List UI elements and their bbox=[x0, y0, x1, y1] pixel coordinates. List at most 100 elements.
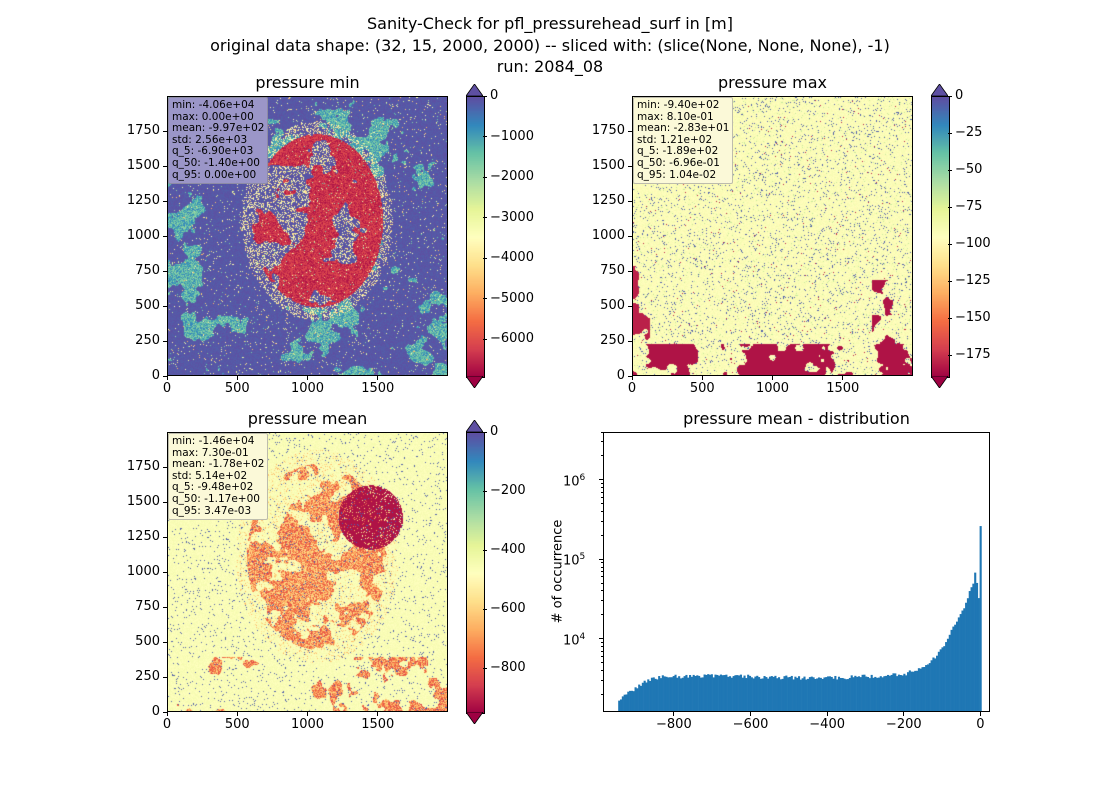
pressure-max-stats-line: min: -9.40e+02 bbox=[637, 99, 720, 111]
pressure-max-colorbar-tick-label: −100 bbox=[955, 236, 991, 252]
pressure-mean-ytick-label: 1250 bbox=[126, 529, 160, 544]
pressure-mean-distribution-bar bbox=[687, 677, 690, 711]
pressure-mean-distribution-bar bbox=[856, 676, 859, 711]
pressure-mean-distribution-bar bbox=[758, 677, 761, 711]
pressure-min-stats-line: q_50: -1.40e+00 bbox=[172, 156, 260, 169]
pressure-max-colorbar-tick-mark bbox=[948, 354, 952, 356]
pressure-mean-distribution-bar bbox=[716, 674, 719, 711]
pressure-mean-stats-line: std: 5.14e+02 bbox=[172, 469, 248, 482]
pressure-mean-distribution-bar bbox=[630, 690, 634, 711]
pressure-mean-distribution-ytick-minor bbox=[601, 669, 603, 671]
pressure-mean-distribution-bar bbox=[727, 676, 730, 711]
pressure-mean-ytick-mark bbox=[163, 711, 167, 713]
pressure-min-ytick-label: 250 bbox=[135, 333, 160, 348]
pressure-mean-colorbar-tick-mark bbox=[483, 431, 487, 433]
pressure-mean-distribution-bar bbox=[834, 675, 837, 711]
pressure-mean-distribution-ytick-minor bbox=[601, 520, 603, 522]
pressure-mean-distribution-bar bbox=[665, 676, 668, 711]
pressure-mean-distribution-bar bbox=[914, 670, 917, 711]
pressure-mean-distribution-ytick-minor bbox=[601, 662, 603, 664]
pressure-mean-distribution-ytick-label: 105 bbox=[563, 550, 585, 568]
pressure-mean-distribution-bar bbox=[975, 582, 979, 711]
pressure-mean-distribution-bar bbox=[839, 677, 842, 711]
pressure-mean-ytick-label: 1500 bbox=[126, 494, 160, 509]
pressure-mean-distribution-bar bbox=[886, 674, 890, 711]
pressure-max-ytick-label: 1500 bbox=[591, 158, 625, 173]
pressure-max-ytick-mark bbox=[628, 200, 632, 202]
pressure-mean-distribution-bar bbox=[852, 677, 855, 711]
pressure-mean-ytick-mark bbox=[163, 641, 167, 643]
pressure-mean-stats-line: mean: -1.78e+02 bbox=[172, 458, 265, 471]
pressure-mean-distribution-bar bbox=[890, 674, 893, 711]
pressure-mean-distribution-bar bbox=[683, 676, 686, 711]
pressure-mean-distribution-bar bbox=[723, 675, 726, 711]
pressure-mean-distribution-ylabel: # of occurrence bbox=[550, 519, 566, 624]
pressure-mean-distribution-ytick-minor bbox=[601, 655, 603, 657]
pressure-mean-distribution-bar bbox=[781, 678, 784, 711]
pressure-mean-colorbar-min-arrow bbox=[466, 712, 483, 724]
pressure-mean-distribution-ytick-minor bbox=[601, 510, 603, 512]
pressure-max-colorbar-tick-mark bbox=[948, 169, 952, 171]
pressure-mean-distribution-ytick-minor bbox=[601, 496, 603, 498]
pressure-mean-distribution-bar bbox=[750, 677, 753, 711]
pressure-mean-distribution-xtick-mark bbox=[826, 712, 828, 716]
pressure-mean-distribution-bar bbox=[803, 676, 806, 711]
pressure-min-colorbar-tick-mark bbox=[483, 176, 487, 178]
pressure-mean-distribution-bar bbox=[921, 667, 924, 711]
pressure-mean-ytick-label: 0 bbox=[151, 704, 160, 719]
pressure-mean-xtick-label: 1500 bbox=[361, 717, 395, 732]
pressure-mean-distribution-bar bbox=[718, 675, 721, 711]
pressure-mean-stats-line: min: -1.46e+04 bbox=[172, 435, 255, 447]
pressure-mean-ytick-label: 250 bbox=[135, 669, 160, 684]
pressure-min-ytick-mark bbox=[163, 305, 167, 307]
pressure-max-xtick-label: 500 bbox=[689, 381, 715, 396]
pressure-mean-distribution-ytick-minor bbox=[601, 590, 603, 592]
pressure-mean-distribution-bar bbox=[707, 674, 710, 711]
pressure-max-ytick-label: 1250 bbox=[591, 193, 625, 208]
pressure-mean-distribution-bar bbox=[639, 685, 643, 711]
pressure-mean-stats-line: q_50: -1.17e+00 bbox=[172, 492, 260, 505]
pressure-mean-distribution-bar bbox=[643, 680, 646, 711]
pressure-mean-distribution-bar bbox=[745, 678, 748, 711]
pressure-mean-distribution-bar bbox=[961, 610, 964, 711]
pressure-mean-distribution-bar bbox=[676, 677, 679, 711]
pressure-mean-xtick-label: 500 bbox=[224, 717, 250, 732]
pressure-mean-distribution-bar bbox=[719, 674, 723, 711]
suptitle-line-2: original data shape: (32, 15, 2000, 2000… bbox=[210, 36, 890, 55]
pressure-mean-distribution-bar bbox=[788, 676, 792, 711]
pressure-min-stats-line: q_95: 0.00e+00 bbox=[172, 168, 257, 181]
pressure-mean-xtick-mark bbox=[236, 712, 238, 716]
pressure-mean-distribution-bar bbox=[696, 675, 699, 711]
pressure-min-colorbar-tick-label: −1000 bbox=[490, 128, 534, 144]
pressure-min-ytick-label: 750 bbox=[135, 263, 160, 278]
pressure-mean-distribution-ytick-minor bbox=[601, 534, 603, 536]
pressure-mean-distribution-bar bbox=[861, 674, 864, 711]
pressure-mean-distribution-bar bbox=[797, 676, 801, 711]
pressure-min-colorbar-tick-mark bbox=[483, 136, 487, 138]
pressure-min-ytick-label: 1250 bbox=[126, 193, 160, 208]
pressure-mean-distribution-bar bbox=[634, 687, 637, 711]
pressure-mean-distribution-bar bbox=[883, 676, 886, 711]
pressure-mean-distribution-bar bbox=[774, 675, 777, 711]
pressure-mean-distribution-bar bbox=[928, 663, 931, 711]
pressure-max-ytick-mark bbox=[628, 165, 632, 167]
pressure-mean-distribution-bar bbox=[823, 677, 826, 711]
pressure-mean-distribution-bar bbox=[787, 677, 790, 711]
pressure-min-stats-line: min: -4.06e+04 bbox=[172, 99, 255, 111]
pressure-mean-distribution-bar bbox=[859, 677, 862, 711]
pressure-mean-distribution-xtick-label: −600 bbox=[732, 717, 769, 732]
pressure-mean-distribution-bar bbox=[632, 691, 635, 711]
pressure-mean-distribution-bar bbox=[865, 676, 868, 711]
pressure-mean-distribution-bar bbox=[821, 678, 824, 711]
pressure-mean-distribution-bar bbox=[870, 674, 873, 711]
pressure-mean-distribution-bar bbox=[807, 678, 810, 711]
pressure-mean-distribution-bar bbox=[850, 675, 853, 711]
pressure-mean-title: pressure mean bbox=[247, 409, 368, 428]
pressure-max-title: pressure max bbox=[717, 73, 828, 92]
pressure-max-ytick-mark bbox=[628, 340, 632, 342]
pressure-max-colorbar-tick-label: −25 bbox=[955, 125, 983, 141]
pressure-mean-distribution-bar bbox=[926, 664, 930, 711]
pressure-mean-distribution-bar bbox=[819, 677, 822, 711]
pressure-mean-distribution-bar bbox=[645, 682, 648, 711]
pressure-min-ytick-mark bbox=[163, 235, 167, 237]
